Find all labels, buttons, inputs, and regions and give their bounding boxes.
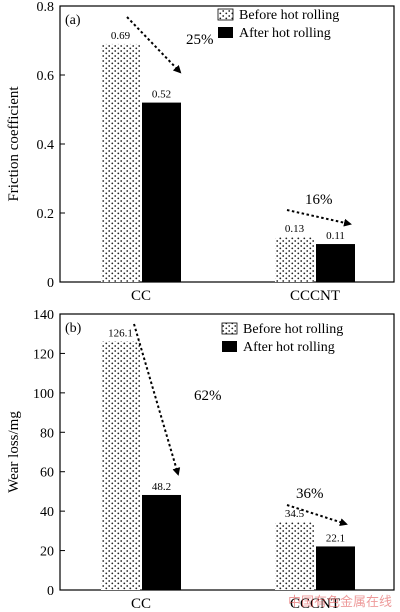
data-label: 0.11: [326, 230, 345, 242]
y-tick-label: 0: [47, 584, 54, 599]
legend: Before hot rolling After hot rolling: [217, 8, 339, 41]
x-tick-label: CCCNT: [290, 596, 340, 612]
x-tick-label: CC: [131, 288, 151, 304]
data-label: 34.5: [285, 508, 305, 520]
legend-swatch-after: [222, 341, 237, 352]
bar-cccnt-before: [275, 237, 314, 282]
y-axis-label: Wear loss/mg: [6, 411, 22, 493]
reduction-arrow-cccnt: [286, 209, 352, 227]
bar-cc-before: [101, 43, 140, 283]
legend-swatch-before: [221, 322, 238, 335]
y-tick-label: 60: [40, 466, 54, 481]
bars: 126.1 48.2 34.5 22.1: [101, 327, 355, 590]
watermark-text: 中国有色金属在线: [288, 594, 392, 610]
x-axis-tick-labels: CC CCCNT: [131, 596, 340, 612]
y-tick-label: 140: [33, 308, 54, 323]
y-tick-label: 20: [40, 545, 54, 560]
axes-frame: [59, 313, 395, 591]
y-tick-label: 40: [40, 505, 54, 520]
legend: Before hot rolling After hot rolling: [221, 322, 343, 355]
y-tick-label: 80: [40, 426, 54, 441]
bar-cc-before: [101, 341, 140, 590]
legend-label-before: Before hot rolling: [243, 322, 343, 337]
annotation-cccnt-reduction: 16%: [305, 192, 333, 208]
x-tick-label: CC: [131, 596, 151, 612]
data-label: 22.1: [326, 532, 345, 544]
y-tick-label: 0.2: [37, 207, 55, 222]
y-axis-label: Friction coefficient: [6, 86, 22, 202]
panel-label: (a): [65, 13, 81, 28]
bars: 0.69 0.52 0.13 0.11: [101, 30, 355, 283]
legend-label-after: After hot rolling: [239, 26, 331, 41]
y-tick-label: 0.4: [37, 138, 55, 153]
y-axis-ticks: 0 20 40 60 80 100 120 140: [33, 308, 65, 599]
legend-label-after: After hot rolling: [243, 340, 335, 355]
legend-swatch-before: [217, 8, 234, 21]
x-axis-tick-labels: CC CCCNT: [131, 288, 340, 304]
data-label: 0.69: [111, 30, 131, 42]
y-tick-label: 120: [33, 347, 54, 362]
annotation-cc-reduction: 25%: [186, 32, 214, 48]
annotation-cccnt-reduction: 36%: [296, 486, 324, 502]
bar-cccnt-after: [316, 244, 355, 282]
y-tick-label: 0.6: [37, 69, 55, 84]
annotation-cc-reduction: 62%: [194, 388, 222, 404]
reduction-arrow-cccnt: [286, 504, 348, 526]
data-label: 48.2: [152, 481, 171, 493]
panel-label: (b): [65, 321, 82, 336]
legend-swatch-after: [218, 27, 233, 38]
bar-cc-after: [142, 102, 181, 282]
y-tick-label: 100: [33, 387, 54, 402]
y-axis-ticks: 0 0.2 0.4 0.6 0.8: [37, 0, 65, 291]
y-tick-label: 0: [47, 276, 54, 291]
data-label: 0.13: [285, 223, 305, 235]
x-tick-label: CCCNT: [290, 288, 340, 304]
data-label: 126.1: [108, 327, 133, 339]
bar-cccnt-after: [316, 546, 355, 590]
data-label: 0.52: [152, 89, 171, 101]
legend-label-before: Before hot rolling: [239, 8, 339, 23]
reduction-arrow-cc: [133, 323, 181, 476]
panel-a: 0 0.2 0.4 0.6 0.8 0.69 0.52 0.13 0.11 CC CCCNT F…: [6, 0, 395, 304]
bar-cc-after: [142, 494, 181, 590]
bar-cccnt-before: [275, 521, 314, 590]
y-tick-label: 0.8: [37, 0, 55, 15]
